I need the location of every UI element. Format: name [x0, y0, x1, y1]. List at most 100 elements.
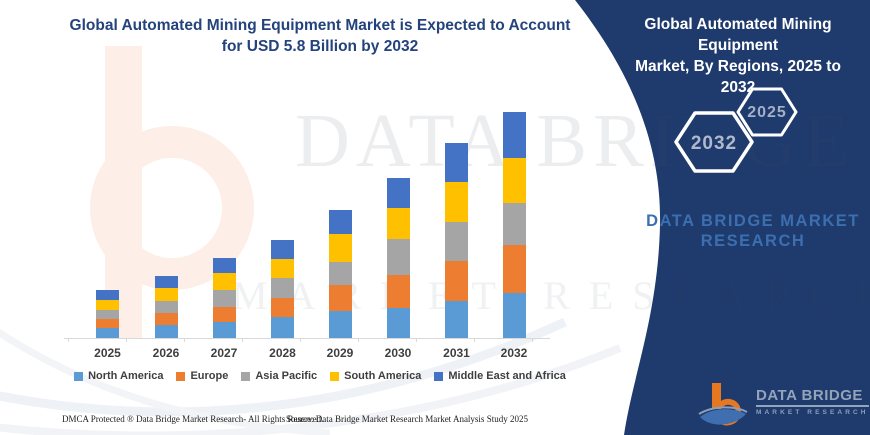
legend-label: Europe: [190, 370, 229, 382]
bar-segment: [154, 325, 178, 338]
x-axis-tick: [125, 338, 127, 342]
hexagon-2025-shape: [736, 87, 798, 137]
x-axis-tick: [415, 338, 417, 342]
stacked-bar-chart: 2025 2026 2027 2028 2029 2030 2031 2032: [64, 111, 550, 360]
logo-name-text: DATA BRIDGE: [756, 387, 869, 407]
hexagon-2032-shape: [674, 111, 754, 173]
legend-swatch-icon: [241, 371, 251, 381]
bar-segment: [154, 288, 178, 302]
x-axis-label-2030: 2030: [384, 346, 412, 360]
x-axis-tick: [241, 338, 243, 342]
bar-2025: [96, 290, 119, 339]
bar-segment: [445, 300, 468, 338]
x-axis-tick: [357, 338, 359, 342]
bar-segment: [271, 278, 294, 298]
bar-segment: [212, 273, 236, 291]
legend-label: North America: [88, 370, 164, 382]
bar-segment: [328, 234, 352, 262]
bar-segment: [96, 318, 119, 328]
bar-segment: [154, 275, 178, 289]
x-axis-tick: [299, 338, 301, 342]
bar-2027: [212, 257, 236, 338]
x-axis-label-2031: 2031: [443, 346, 470, 360]
bar-segment: [502, 157, 526, 203]
legend-swatch-icon: [74, 371, 84, 381]
bar-segment: [96, 300, 119, 311]
panel-title-line1: Global Automated Mining Equipment: [644, 16, 832, 54]
legend-swatch-icon: [330, 371, 340, 381]
legend-item: Europe: [176, 370, 228, 382]
bar-segment: [96, 310, 119, 319]
bar-segment: [328, 285, 352, 312]
panel-brand-watermark-line1: DATA BRIDGE MARKET: [646, 212, 860, 230]
bar-2029: [328, 210, 352, 338]
legend-item: Middle East and Africa: [434, 370, 566, 382]
bar-segment: [96, 327, 119, 339]
footer-source-text: Source: Data Bridge Market Research Mark…: [286, 414, 528, 424]
legend-label: Middle East and Africa: [448, 370, 566, 382]
data-bridge-logo-text: DATA BRIDGE MARKET RESEARCH: [756, 381, 869, 416]
bar-segment: [96, 290, 119, 301]
logo-subtitle-text: MARKET RESEARCH: [756, 409, 869, 416]
panel-brand-watermark: DATA BRIDGE MARKET RESEARCH: [638, 211, 868, 251]
footer-dmca-text: DMCA Protected ® Data Bridge Market Rese…: [62, 414, 324, 424]
bar-segment: [328, 210, 352, 235]
x-axis-line: [64, 338, 550, 339]
x-axis-tick: [531, 338, 533, 342]
bar-segment: [271, 297, 294, 317]
bar-segment: [271, 316, 294, 339]
chart-legend: North America Europe Asia Pacific South Ame…: [25, 370, 615, 382]
legend-item: Asia Pacific: [241, 370, 317, 382]
legend-label: Asia Pacific: [255, 370, 318, 382]
bar-segment: [154, 301, 178, 314]
chart-title-line2: for USD 5.8 Billion by 2032: [221, 38, 419, 55]
bar-segment: [386, 274, 410, 309]
bar-segment: [386, 207, 410, 240]
bar-segment: [212, 257, 236, 274]
legend-label: South America: [344, 370, 422, 382]
bar-segment: [328, 261, 352, 286]
bar-segment: [212, 290, 236, 307]
chart-title-line1: Global Automated Mining Equipment Market…: [69, 17, 571, 34]
legend-swatch-icon: [434, 371, 444, 381]
data-bridge-logo: DATA BRIDGE MARKET RESEARCH: [698, 381, 869, 429]
x-axis-label-2026: 2026: [152, 346, 180, 360]
bar-segment: [386, 239, 410, 275]
bar-segment: [386, 308, 410, 338]
bar-2031: [445, 143, 468, 338]
bar-segment: [445, 181, 468, 222]
panel-title-line2: Market, By Regions, 2025 to 2032: [635, 58, 841, 96]
x-axis-tick: [67, 338, 69, 342]
bar-segment: [502, 292, 526, 338]
hexagon-2032-label: 2032: [690, 133, 738, 154]
bar-2026: [154, 275, 178, 338]
bar-segment: [502, 202, 526, 245]
bar-segment: [445, 143, 468, 182]
bar-segment: [154, 313, 178, 326]
panel-brand-watermark-line2: RESEARCH: [700, 232, 806, 250]
x-axis-tick: [183, 338, 185, 342]
bar-segment: [502, 244, 526, 293]
legend-swatch-icon: [176, 371, 186, 381]
legend-item: North America: [74, 370, 163, 382]
bar-2028: [271, 239, 294, 339]
x-axis-label-2032: 2032: [500, 346, 528, 360]
bar-segment: [212, 306, 236, 323]
bar-2030: [386, 177, 410, 338]
x-axis-label-2028: 2028: [269, 346, 296, 360]
bar-segment: [445, 221, 468, 261]
bar-segment: [386, 177, 410, 208]
bar-segment: [445, 260, 468, 301]
data-bridge-logo-icon: [698, 383, 748, 426]
bar-segment: [271, 258, 294, 279]
bar-segment: [271, 239, 294, 259]
bar-segment: [212, 322, 236, 338]
hexagon-2025-label: 2025: [747, 104, 787, 121]
panel-title: Global Automated Mining Equipment Market…: [618, 14, 858, 98]
bar-segment: [328, 311, 352, 338]
x-axis-label-2027: 2027: [210, 346, 238, 360]
